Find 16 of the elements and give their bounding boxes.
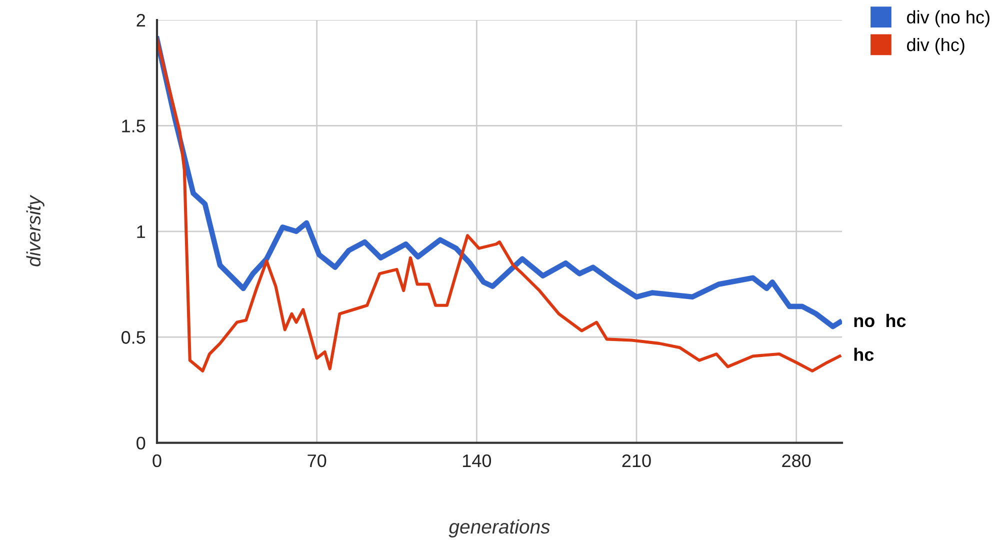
x-tick-label: 280 <box>782 454 811 468</box>
x-tick-label: 0 <box>152 454 162 468</box>
x-tick-label: 210 <box>622 454 651 468</box>
y-tick-label: 0.5 <box>121 331 146 344</box>
y-tick-label: 1.5 <box>122 120 146 132</box>
legend-label: div (no hc) <box>907 10 990 28</box>
y-tick-label: 0 <box>136 436 146 450</box>
annotation: no hc <box>854 314 906 328</box>
y-tick-label: 1 <box>137 226 146 238</box>
x-axis-title: generations <box>448 519 550 538</box>
legend-label: div (hc) <box>907 38 964 55</box>
y-tick-label: 2 <box>136 14 145 27</box>
y-axis-title: diversity <box>26 194 44 266</box>
x-tick-label: 70 <box>308 454 326 468</box>
annotation: hc <box>854 348 874 361</box>
x-tick-label: 140 <box>462 454 492 468</box>
